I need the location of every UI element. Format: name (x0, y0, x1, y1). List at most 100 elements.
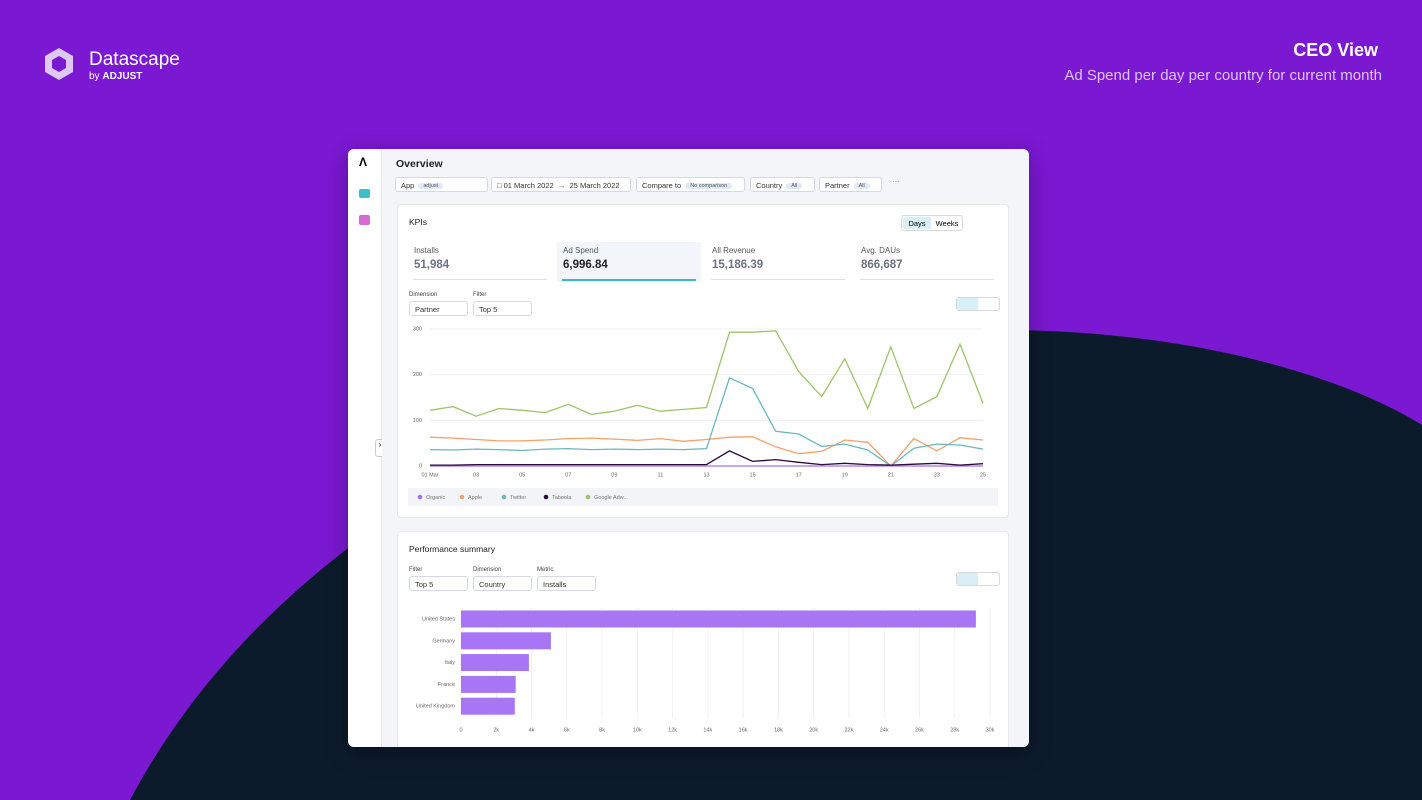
bar (461, 610, 976, 628)
filter-select[interactable]: Top 5 (409, 576, 468, 591)
kpi-label: Avg. DAUs (861, 246, 900, 255)
kpi-underline (711, 279, 845, 280)
dimension-label: Dimension (409, 292, 438, 298)
kpi-underline (860, 279, 994, 280)
filter-label: Filter (473, 292, 487, 298)
x-tick-label: 30k (986, 727, 995, 733)
x-tick-label: 01 Mar (421, 472, 438, 478)
x-tick-label: 2k (493, 727, 499, 733)
legend-label: Taboola (552, 495, 572, 501)
kpi-selected-bg (557, 242, 701, 282)
brand-by: by ADJUST (89, 71, 142, 82)
kpi-underline (562, 279, 696, 281)
x-tick-label: 09 (611, 472, 617, 478)
x-tick-label: 6k (564, 727, 570, 733)
legend-label: Organic (426, 495, 446, 501)
dimension-select[interactable]: Country (473, 576, 532, 591)
legend-label: Google Adw... (594, 495, 628, 501)
by: by (89, 71, 100, 82)
app-filter[interactable]: App adjust (395, 177, 488, 192)
x-tick-label: 4k (529, 727, 535, 733)
x-tick-label: 20k (809, 727, 818, 733)
bar (461, 654, 529, 672)
y-tick-label: United States (422, 616, 455, 622)
x-tick-label: 18k (774, 727, 783, 733)
nav-dashboard[interactable] (359, 189, 370, 198)
performance-title: Performance summary (409, 544, 495, 554)
label: Compare to (642, 181, 682, 190)
legend-swatch (501, 494, 507, 500)
logo: Λ (359, 155, 368, 169)
nav-reports[interactable] (359, 215, 370, 225)
line-chart: 0 100 200 300 01 Mar 03 05 07 09 11 13 15 17 19 21 23 25… (408, 326, 998, 506)
app-window: Λ › Overview App adjust □ 01 March 2022 →… (348, 149, 1029, 747)
x-tick-label: 23 (934, 472, 940, 478)
view-toggle[interactable] (956, 297, 1000, 311)
kpi-value: 6,996.84 (563, 259, 608, 271)
y-tick-label: 100 (413, 418, 422, 424)
kpi-value: 51,984 (414, 259, 450, 271)
label: Country (756, 181, 783, 190)
value: All (786, 183, 803, 189)
company: ADJUST (102, 71, 143, 82)
x-tick-label: 26k (915, 727, 924, 733)
legend-label: Twitter (510, 495, 526, 501)
x-tick-label: 16k (739, 727, 748, 733)
kpi-label: Ad Spend (563, 246, 599, 255)
legend-bg (408, 488, 998, 506)
country-filter[interactable]: Country All (750, 177, 815, 192)
x-tick-label: 15 (750, 472, 756, 478)
toggle-weeks[interactable]: Weeks (935, 219, 959, 228)
legend-label: Apple (468, 495, 482, 501)
y-tick-label: 300 (413, 326, 422, 332)
x-tick-label: 10k (633, 727, 642, 733)
series-line (429, 377, 984, 467)
partner-filter[interactable]: Partner All (819, 177, 882, 192)
kpi-value: 15,186.39 (712, 259, 764, 271)
end: 25 March 2022 (569, 181, 620, 190)
x-tick-label: 21 (888, 472, 894, 478)
series-line (429, 436, 984, 467)
kpi-label: Installs (414, 246, 439, 255)
brand-name: Datascape (89, 49, 180, 70)
x-tick-label: 28k (950, 727, 959, 733)
bar-chart: 0 2k 4k 6k 8k 10k 12k 14k 16k 18k 20k 22k 24k 26k 28k 3… (416, 608, 995, 733)
kpi-underline (413, 279, 547, 280)
x-tick-label: 14k (703, 727, 712, 733)
x-tick-label: 25 (980, 472, 986, 478)
legend-swatch (417, 494, 423, 500)
metric-label: Metric (537, 567, 554, 573)
value: adjust (418, 183, 444, 189)
y-tick-label: Germany (432, 638, 455, 644)
page-subtitle: Ad Spend per day per country for current… (1064, 67, 1382, 84)
view-toggle[interactable] (956, 572, 1000, 586)
x-tick-label: 07 (565, 472, 571, 478)
filter-label: Filter (409, 567, 423, 573)
x-tick-label: 19 (842, 472, 848, 478)
x-tick-label: 8k (599, 727, 605, 733)
x-tick-label: 12k (668, 727, 677, 733)
y-tick-label: 0 (419, 463, 422, 469)
legend-swatch (459, 494, 465, 500)
label: Partner (825, 181, 850, 190)
label: App (401, 181, 415, 190)
compare-filter[interactable]: Compare to No comparison (636, 177, 745, 192)
metric-select[interactable]: Installs (537, 576, 596, 591)
filter-select[interactable]: Top 5 (473, 301, 532, 316)
more[interactable]: ··· (892, 177, 900, 186)
page-title: CEO View (1293, 40, 1378, 60)
dimension-label: Dimension (473, 567, 502, 573)
period-toggle: Days Weeks (901, 215, 963, 231)
value: No comparison (685, 183, 733, 189)
y-tick-label: United Kingdom (416, 704, 456, 710)
bar (461, 632, 551, 650)
date-filter[interactable]: □ 01 March 2022 → 25 March 2022 (491, 177, 631, 192)
toggle-days[interactable]: Days (903, 217, 931, 229)
series-line (429, 330, 984, 417)
kpi-label: All Revenue (712, 246, 756, 255)
start: 01 March 2022 (503, 181, 554, 190)
y-tick-label: Italy (445, 660, 455, 666)
x-tick-label: 24k (880, 727, 889, 733)
dimension-select[interactable]: Partner (409, 301, 468, 316)
